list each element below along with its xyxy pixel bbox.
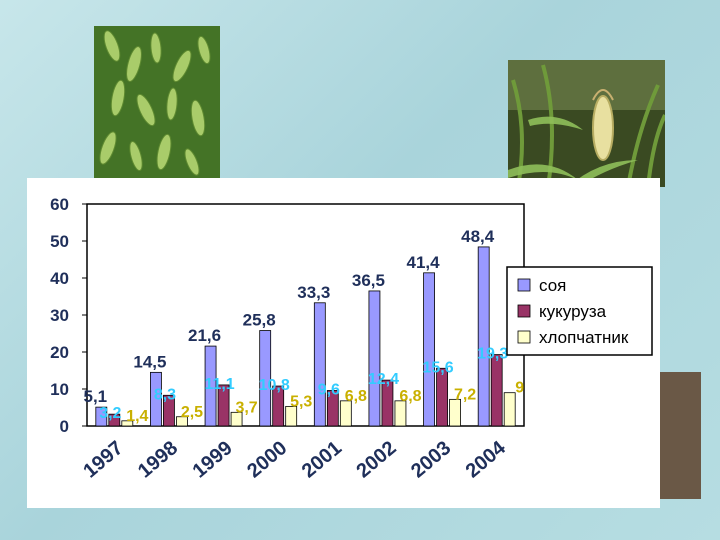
data-label: 41,4: [407, 253, 441, 272]
bars: 5,1 14,5 21,6 25,8 33,3 36,5 41,4 48,4 3,2 8,3 11,…: [83, 227, 524, 427]
x-tick-label: 2004: [462, 436, 511, 482]
y-tick-label: 20: [50, 343, 69, 362]
bar-соя-2003: [423, 272, 435, 427]
x-tick-label: 2002: [352, 437, 400, 482]
y-tick-label: 60: [50, 195, 69, 214]
bar-кукуруза-1997: [108, 413, 121, 427]
legend-label: кукуруза: [539, 302, 607, 321]
y-tick-label: 40: [50, 269, 69, 288]
bar-хлопчатник-1997: [121, 420, 134, 427]
data-label: 12,4: [368, 371, 399, 388]
data-label: 7,2: [454, 386, 476, 403]
data-label: 14,5: [133, 352, 166, 371]
x-axis: 1997 1998 1999 2000 2001 2002 2003 2004: [79, 436, 510, 482]
y-tick-label: 10: [50, 380, 69, 399]
bar-хлопчатник-2003: [449, 398, 461, 427]
data-label: 21,6: [188, 326, 221, 345]
bar-соя-2004: [477, 246, 490, 427]
data-label: 3,2: [99, 405, 121, 422]
bar-хлопчатник-2002: [394, 400, 407, 427]
y-axis: 0 10 20 30 40 50 60: [50, 195, 87, 436]
chart-panel: 0 10 20 30 40 50 60 5,1 14,5 21,6 25,8 33,3 36,5 41,…: [27, 178, 660, 508]
soybean-photo: [94, 26, 220, 178]
bar-соя-1999: [204, 345, 217, 427]
bar-кукуруза-1998: [163, 394, 175, 427]
data-label: 36,5: [352, 271, 385, 290]
bar-соя-2002: [368, 290, 381, 427]
bar-кукуруза-2003: [436, 367, 448, 427]
y-tick-label: 0: [60, 417, 69, 436]
data-label: 15,6: [422, 359, 453, 376]
bar-кукуруза-2000: [272, 385, 285, 427]
corn-photo: [508, 60, 665, 187]
bar-соя-2001: [313, 302, 326, 427]
data-label: 6,8: [399, 388, 421, 405]
legend-box: [506, 266, 653, 356]
data-label: 48,4: [461, 227, 495, 246]
data-label: 5,1: [83, 387, 107, 406]
data-label: 10,8: [259, 377, 290, 394]
bar-соя-1997: [95, 406, 108, 427]
data-label: 25,8: [243, 311, 276, 330]
data-label: 6,8: [345, 388, 367, 405]
y-tick-label: 50: [50, 232, 69, 251]
bar-соя-2000: [259, 330, 272, 427]
legend-swatch: [517, 278, 531, 292]
legend-label: хлопчатник: [539, 328, 629, 347]
y-tick-label: 30: [50, 306, 69, 325]
data-label: 5,3: [290, 393, 312, 410]
x-tick-label: 2001: [298, 437, 346, 482]
x-tick-label: 1998: [134, 437, 182, 482]
data-label: 19,3: [477, 346, 508, 363]
data-label: 9,6: [318, 381, 340, 398]
bar-хлопчатник-2000: [285, 405, 298, 427]
data-label: 11,1: [204, 376, 234, 393]
legend: соя кукуруза хлопчатник: [506, 266, 653, 356]
bar-chart: 0 10 20 30 40 50 60 5,1 14,5 21,6 25,8 33,3 36,5 41,…: [50, 195, 653, 482]
bar-кукуруза-2002: [381, 379, 394, 427]
bar-кукуруза-2001: [326, 390, 339, 427]
legend-swatch: [517, 330, 531, 344]
x-tick-label: 2000: [243, 437, 291, 482]
data-label: 1,4: [126, 408, 148, 425]
legend-label: соя: [539, 276, 566, 295]
x-tick-label: 1999: [189, 437, 237, 482]
bar-соя-1998: [150, 371, 162, 427]
legend-swatch: [517, 304, 531, 318]
data-label: 2,5: [181, 404, 203, 421]
bar-хлопчатник-1999: [230, 411, 243, 427]
bar-кукуруза-2004: [490, 354, 503, 427]
bar-хлопчатник-1998: [176, 416, 188, 427]
data-label: 8,3: [154, 386, 176, 403]
data-label: 33,3: [297, 283, 330, 302]
x-tick-label: 1997: [79, 437, 127, 482]
bar-кукуруза-1999: [217, 384, 230, 427]
data-label: 9: [515, 380, 524, 397]
data-label: 3,7: [235, 399, 257, 416]
bar-хлопчатник-2001: [339, 400, 352, 427]
bar-хлопчатник-2004: [503, 392, 516, 427]
x-tick-label: 2003: [407, 437, 455, 482]
